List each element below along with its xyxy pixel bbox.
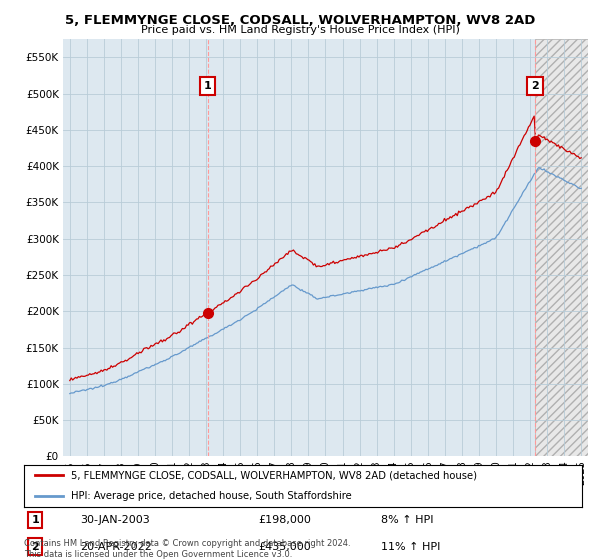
- Text: 20-APR-2022: 20-APR-2022: [80, 542, 152, 552]
- Text: Price paid vs. HM Land Registry's House Price Index (HPI): Price paid vs. HM Land Registry's House …: [140, 25, 460, 35]
- Bar: [535, 39, 588, 456]
- Bar: [535, 39, 588, 456]
- Text: 5, FLEMMYNGE CLOSE, CODSALL, WOLVERHAMPTON, WV8 2AD (detached house): 5, FLEMMYNGE CLOSE, CODSALL, WOLVERHAMPT…: [71, 470, 478, 480]
- Text: HPI: Average price, detached house, South Staffordshire: HPI: Average price, detached house, Sout…: [71, 491, 352, 501]
- Text: £435,000: £435,000: [259, 542, 311, 552]
- Text: 2: 2: [531, 81, 539, 91]
- Text: £198,000: £198,000: [259, 515, 311, 525]
- Text: 30-JAN-2003: 30-JAN-2003: [80, 515, 149, 525]
- Bar: [535, 39, 588, 456]
- Text: 11% ↑ HPI: 11% ↑ HPI: [381, 542, 440, 552]
- Text: 2: 2: [31, 542, 39, 552]
- Text: 5, FLEMMYNGE CLOSE, CODSALL, WOLVERHAMPTON, WV8 2AD: 5, FLEMMYNGE CLOSE, CODSALL, WOLVERHAMPT…: [65, 14, 535, 27]
- Text: 8% ↑ HPI: 8% ↑ HPI: [381, 515, 434, 525]
- Text: Contains HM Land Registry data © Crown copyright and database right 2024.
This d: Contains HM Land Registry data © Crown c…: [24, 539, 350, 559]
- Text: 1: 1: [31, 515, 39, 525]
- Text: 1: 1: [203, 81, 211, 91]
